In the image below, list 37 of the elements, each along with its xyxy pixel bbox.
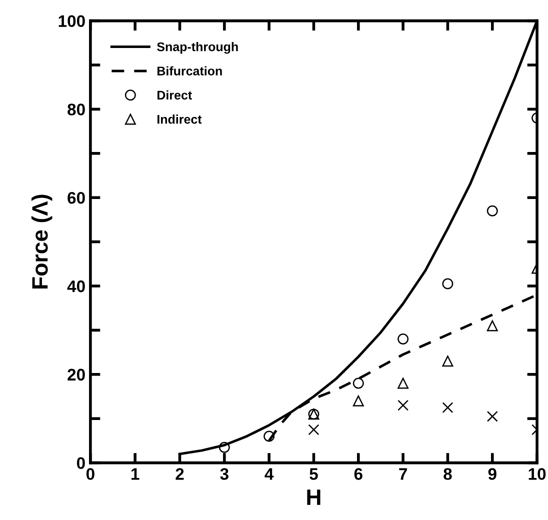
x-tick-label: 10 (528, 468, 546, 480)
point (264, 430, 275, 442)
point (352, 378, 364, 389)
x-tick-label: 9 (488, 468, 496, 480)
legend-label: Indirect (158, 114, 202, 124)
legend-label: Bifurcation (158, 66, 222, 76)
point (442, 356, 454, 367)
point (398, 400, 409, 411)
point (398, 334, 409, 345)
x-tick-label: 3 (220, 468, 228, 480)
x-tick-label: 6 (354, 468, 362, 480)
x-tick-label: 7 (399, 468, 407, 480)
point (308, 424, 320, 436)
point (398, 378, 409, 389)
y-tick-label: 0 (76, 457, 85, 470)
x-tick-label: 8 (444, 468, 452, 480)
x-tick-label: 5 (310, 468, 318, 480)
x-tick-label: 2 (176, 468, 184, 480)
legend-label: Snap-through (157, 42, 238, 54)
legend-label: Direct (158, 90, 192, 100)
point (486, 410, 498, 422)
y-tick-label: 40 (67, 280, 85, 292)
point (486, 205, 498, 216)
y-axis-title: Force (Λ) (31, 194, 52, 288)
x-tick-label: 1 (131, 468, 140, 480)
x-tick-label: 4 (264, 468, 274, 480)
point (486, 320, 498, 332)
point (442, 278, 454, 290)
y-tick-label: 100 (58, 15, 85, 28)
point (442, 402, 454, 414)
y-tick-label: 60 (68, 192, 85, 204)
x-axis-title: H (307, 490, 320, 505)
y-tick-label: 20 (68, 368, 85, 381)
point (218, 442, 230, 453)
point (352, 395, 364, 406)
x-tick-label: 0 (86, 468, 94, 480)
y-tick-label: 80 (68, 104, 85, 116)
